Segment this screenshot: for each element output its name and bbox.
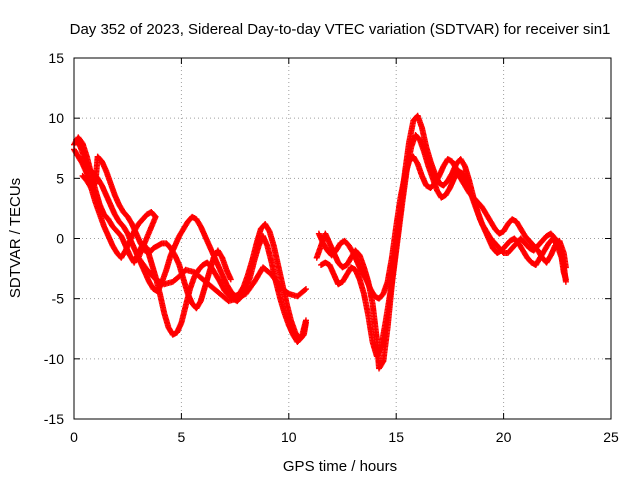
y-tick-label: 5 <box>56 170 64 186</box>
axis-ticks: 0 5 10 15 20 25 -15 -10 -5 0 5 10 15 <box>44 50 619 445</box>
x-tick-label: 20 <box>496 429 512 445</box>
series-track-d <box>79 153 234 312</box>
x-tick-label: 0 <box>70 429 78 445</box>
y-tick-label: 0 <box>56 231 64 247</box>
x-tick-label: 15 <box>388 429 404 445</box>
y-axis-label: SDTVAR / TECUs <box>7 178 24 298</box>
x-axis-label: GPS time / hours <box>283 458 397 475</box>
y-tick-label: 15 <box>48 50 64 66</box>
y-tick-label: -10 <box>44 351 64 367</box>
data-point <box>302 319 309 326</box>
y-tick-label: -5 <box>52 291 65 307</box>
series-track-g <box>318 132 569 360</box>
series-track-c <box>73 136 309 343</box>
y-tick-label: 10 <box>48 110 64 126</box>
y-tick-label: -15 <box>44 411 64 427</box>
data-marks <box>71 112 569 372</box>
chart-title: Day 352 of 2023, Sidereal Day-to-day VTE… <box>70 21 611 38</box>
data-point <box>227 276 234 283</box>
data-point <box>562 276 569 283</box>
x-tick-label: 10 <box>281 429 297 445</box>
x-tick-label: 5 <box>178 429 186 445</box>
data-point <box>302 286 309 293</box>
x-tick-label: 25 <box>603 429 619 445</box>
data-point <box>301 286 308 293</box>
